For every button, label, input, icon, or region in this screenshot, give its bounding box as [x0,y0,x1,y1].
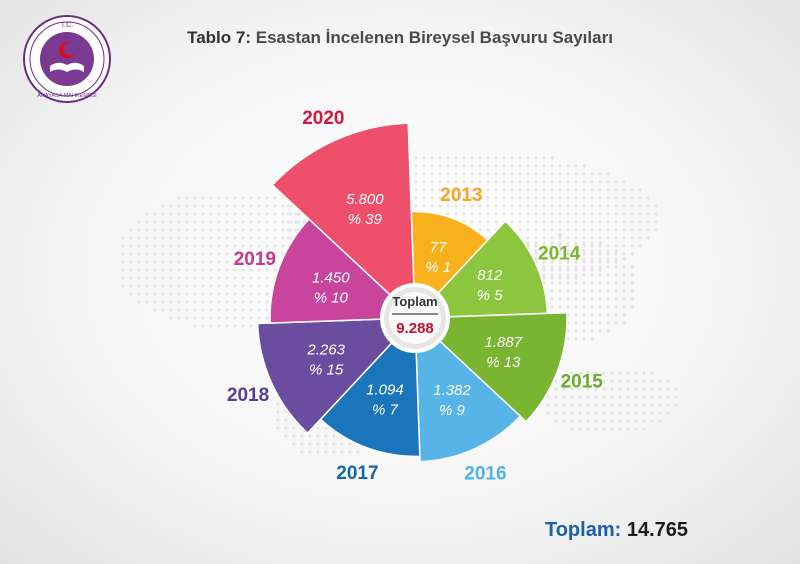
value-label-2017: 1.094 [366,381,404,398]
value-label-2019: 1.450 [312,270,350,287]
grand-total-value: 14.765 [626,519,688,541]
value-label-2020: 5.800 [346,191,384,208]
slice-2014 [413,220,549,319]
percent-label-2020: % 39 [348,211,383,228]
slice-2020 [271,122,416,320]
center-total-label: Toplam [392,294,437,309]
slice-2017 [319,316,421,458]
constitutional-court-logo-icon: T.C. ANAYASA MAHKEMESİ [23,15,111,103]
logo-top-text: T.C. [61,22,74,29]
year-label-2020: 2020 [302,108,344,129]
year-label-2016: 2016 [464,464,506,485]
value-label-2013: 77 [430,239,447,256]
percent-label-2015: % 13 [486,354,521,371]
percent-label-2019: % 10 [314,290,349,307]
chart-title-text: Esastan İncelenen Bireysel Başvuru Sayıl… [255,28,613,47]
slice-2019 [269,218,417,324]
center-total: Toplam 9.288 [380,283,450,353]
chart-title: Tablo 7: Esastan İncelenen Bireysel Başv… [0,28,800,48]
center-total-value: 9.288 [396,320,434,337]
value-label-2018: 2.263 [306,341,345,358]
value-label-2016: 1.382 [433,382,471,399]
chart-title-lead: Tablo 7: [187,28,251,47]
grand-total-label: Toplam: [544,519,622,541]
value-label-2014: 812 [477,267,503,284]
year-label-2018: 2018 [227,385,269,406]
year-label-2014: 2014 [538,243,581,264]
percent-label-2018: % 15 [309,361,344,378]
grand-total: Toplam: 14.765 [545,519,688,542]
year-label-2019: 2019 [234,249,276,270]
slice-2015 [413,311,568,423]
logo-bottom-text: ANAYASA MAHKEMESİ [37,92,97,99]
chart-slices [256,122,568,463]
percent-label-2017: % 7 [372,401,399,418]
year-label-2017: 2017 [336,463,378,484]
chart-labels: 77 % 1 2013 812 % 5 2014 1.887 % 13 2015 1.382 % 9… [227,108,603,485]
slice-2018 [256,317,417,435]
slice-2016 [414,316,522,463]
year-label-2015: 2015 [561,371,604,392]
percent-label-2013: % 1 [425,259,451,276]
percent-label-2016: % 9 [439,402,466,419]
value-label-2015: 1.887 [485,334,523,351]
percent-label-2014: % 5 [477,287,504,304]
year-label-2013: 2013 [440,185,482,206]
